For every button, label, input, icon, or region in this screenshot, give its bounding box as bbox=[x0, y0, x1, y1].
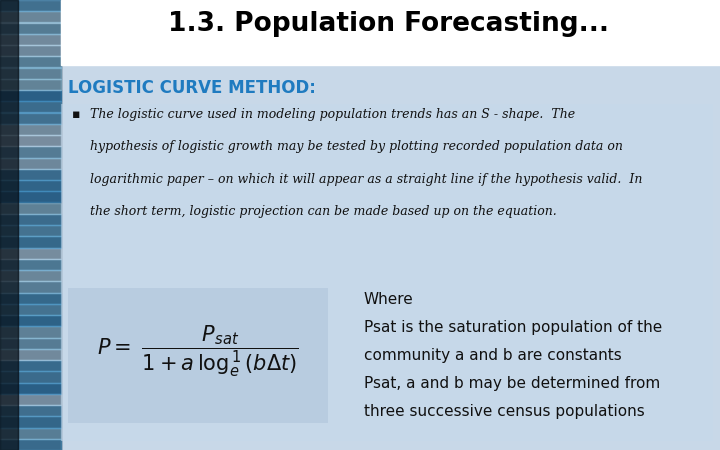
Bar bbox=[0, 56, 61, 68]
Text: the short term, logistic projection can be made based up on the equation.: the short term, logistic projection can … bbox=[90, 205, 557, 218]
Text: $\mathit{P} = \ \dfrac{\mathit{P}_{sat}}{1 + \mathit{a}\,\log_e^{\,1}(\mathit{b}: $\mathit{P} = \ \dfrac{\mathit{P}_{sat}}… bbox=[97, 323, 299, 379]
Text: The logistic curve used in modeling population trends has an S - shape.  The: The logistic curve used in modeling popu… bbox=[90, 108, 575, 121]
Bar bbox=[0, 326, 61, 338]
Bar bbox=[0, 248, 61, 259]
Bar bbox=[0, 439, 61, 450]
Bar bbox=[0, 124, 61, 135]
Bar bbox=[0, 281, 61, 292]
Text: hypothesis of logistic growth may be tested by plotting recorded population data: hypothesis of logistic growth may be tes… bbox=[90, 140, 623, 153]
Bar bbox=[61, 0, 720, 65]
Bar bbox=[0, 214, 61, 225]
Bar bbox=[61, 104, 713, 441]
Bar bbox=[0, 292, 61, 304]
Text: Psat is the saturation population of the: Psat is the saturation population of the bbox=[364, 320, 662, 335]
Bar bbox=[0, 22, 61, 34]
Text: 1.3. Population Forecasting...: 1.3. Population Forecasting... bbox=[168, 11, 609, 37]
Bar bbox=[0, 180, 61, 191]
Bar bbox=[0, 146, 61, 158]
Bar bbox=[0, 315, 61, 326]
Bar bbox=[0, 428, 61, 439]
Bar bbox=[0, 382, 61, 394]
FancyBboxPatch shape bbox=[68, 288, 328, 423]
Bar bbox=[0, 270, 61, 281]
Text: three successive census populations: three successive census populations bbox=[364, 404, 644, 419]
Bar bbox=[0, 101, 61, 112]
Bar bbox=[0, 135, 61, 146]
Text: Psat, a and b may be determined from: Psat, a and b may be determined from bbox=[364, 376, 660, 391]
Text: community a and b are constants: community a and b are constants bbox=[364, 348, 621, 363]
Bar bbox=[0, 34, 61, 45]
Bar bbox=[0, 0, 61, 11]
Bar bbox=[0, 202, 61, 214]
Bar bbox=[0, 349, 61, 360]
Bar bbox=[0, 338, 61, 349]
Text: LOGISTIC CURVE METHOD:: LOGISTIC CURVE METHOD: bbox=[68, 79, 316, 97]
Bar bbox=[0, 225, 61, 236]
Bar bbox=[0, 68, 61, 79]
Bar bbox=[0, 158, 61, 169]
Bar bbox=[0, 360, 61, 371]
Bar bbox=[0, 79, 61, 90]
Bar bbox=[0, 191, 61, 202]
Bar bbox=[0, 112, 61, 124]
Bar bbox=[0, 416, 61, 427]
Bar bbox=[0, 394, 61, 405]
Text: ▪: ▪ bbox=[72, 108, 81, 121]
Bar bbox=[0, 259, 61, 270]
Bar bbox=[0, 0, 61, 450]
Bar bbox=[0, 0, 19, 450]
Bar bbox=[0, 90, 61, 101]
Bar bbox=[0, 405, 61, 416]
Bar bbox=[0, 169, 61, 180]
Bar bbox=[0, 11, 61, 22]
Text: logarithmic paper – on which it will appear as a straight line if the hypothesis: logarithmic paper – on which it will app… bbox=[90, 173, 642, 186]
Text: Where: Where bbox=[364, 292, 413, 307]
Bar bbox=[0, 304, 61, 315]
Bar bbox=[0, 45, 61, 56]
Bar bbox=[0, 236, 61, 248]
Bar bbox=[0, 371, 61, 382]
